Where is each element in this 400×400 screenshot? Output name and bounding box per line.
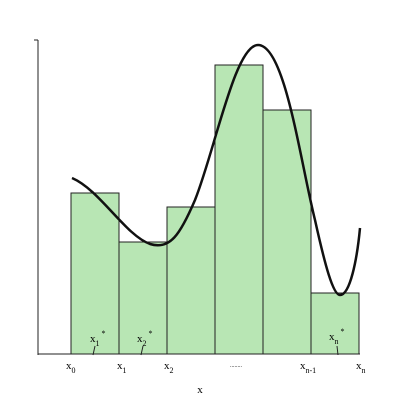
partition-label: x2 (164, 360, 174, 375)
label-base: x (300, 360, 306, 372)
axis-label: x (197, 384, 203, 396)
rectangle (214, 64, 264, 355)
label-base: x (356, 360, 362, 372)
label-superscript: * (149, 329, 153, 338)
sample-label: x1* (90, 329, 106, 348)
ellipsis: ........ (230, 363, 243, 369)
label-subscript: 1 (123, 366, 127, 375)
rectangle (70, 192, 120, 355)
label-superscript: * (341, 327, 345, 336)
sample-tick (92, 345, 96, 356)
label-subscript: n (362, 366, 366, 375)
axes (34, 39, 360, 356)
partition-label: xn-1 (300, 360, 316, 375)
partition-label: x1 (117, 360, 127, 375)
label-subscript: 2 (170, 366, 174, 375)
label-base: x (90, 333, 96, 345)
rectangle (310, 292, 360, 355)
label-base: x (66, 360, 72, 372)
sample-label: xn* (329, 327, 345, 346)
label-base: x (329, 331, 335, 343)
sample-tick (140, 345, 144, 356)
sample-label: x2* (137, 329, 153, 348)
rectangle (118, 241, 168, 355)
partition-label: x0 (66, 360, 76, 375)
rectangle (262, 109, 312, 355)
label-subscript: n-1 (306, 366, 317, 375)
rectangles (70, 64, 360, 355)
label-base: x (137, 333, 143, 345)
label-subscript: 0 (72, 366, 76, 375)
label-subscript: 1 (96, 339, 100, 348)
label-subscript: n (335, 337, 339, 346)
label-base: x (164, 360, 170, 372)
sample-tick (336, 345, 339, 356)
label-base: x (117, 360, 123, 372)
label-subscript: 2 (143, 339, 147, 348)
label-superscript: * (102, 329, 106, 338)
partition-label: xn (356, 360, 366, 375)
curve (71, 43, 362, 297)
rectangle (166, 206, 216, 355)
